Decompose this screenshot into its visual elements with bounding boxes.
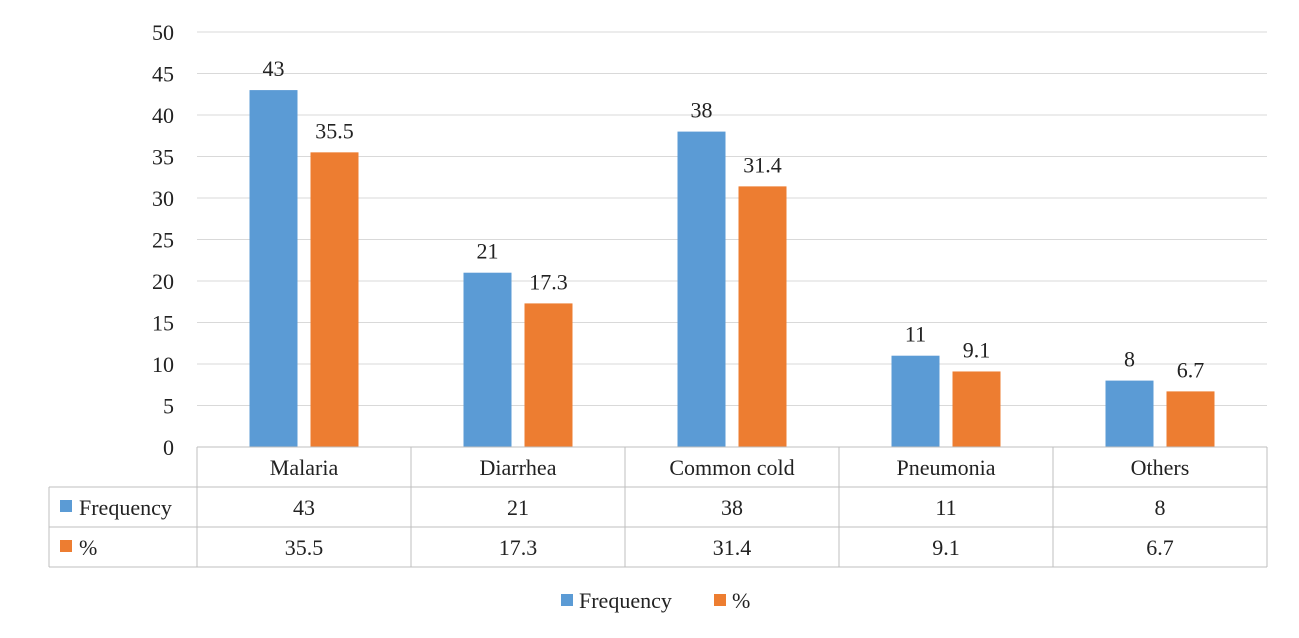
category-label: Malaria — [270, 455, 339, 480]
y-tick-label: 10 — [152, 352, 174, 377]
legend-label: % — [732, 588, 750, 613]
y-tick-label: 0 — [163, 435, 174, 460]
table-cell: 17.3 — [499, 535, 538, 560]
data-label: 17.3 — [529, 269, 568, 294]
bar-frequency — [1105, 380, 1154, 447]
bar-percent — [1166, 391, 1215, 447]
data-label: 6.7 — [1177, 357, 1205, 382]
y-tick-label: 30 — [152, 186, 174, 211]
table-cell: 21 — [507, 495, 529, 520]
table-cell: 35.5 — [285, 535, 324, 560]
bar-frequency — [249, 90, 298, 447]
bar-percent — [952, 371, 1001, 447]
y-tick-label: 20 — [152, 269, 174, 294]
legend: Frequency% — [561, 588, 750, 613]
category-label: Others — [1131, 455, 1190, 480]
bar-frequency — [463, 272, 512, 447]
legend-label: Frequency — [579, 588, 672, 613]
y-tick-label: 25 — [152, 228, 174, 253]
data-label: 43 — [263, 56, 285, 81]
legend-key — [714, 594, 726, 606]
table-legend-key — [60, 500, 72, 512]
table-cell: 11 — [935, 495, 956, 520]
data-label: 8 — [1124, 347, 1135, 372]
category-label: Diarrhea — [480, 455, 557, 480]
data-label: 31.4 — [743, 152, 782, 177]
bar-frequency — [677, 131, 726, 447]
data-labels: 43 21 38 11 8 35.5 17.3 31.4 9.1 6.7 — [263, 56, 1205, 382]
y-tick-label: 40 — [152, 103, 174, 128]
legend-key — [561, 594, 573, 606]
y-tick-label: 50 — [152, 20, 174, 45]
category-label: Common cold — [669, 455, 794, 480]
data-label: 9.1 — [963, 337, 991, 362]
category-label: Pneumonia — [897, 455, 996, 480]
bar-percent — [738, 186, 787, 447]
gridlines — [197, 31, 1267, 448]
table-series-name: Frequency — [79, 495, 172, 520]
table-cell: 6.7 — [1146, 535, 1174, 560]
y-tick-label: 15 — [152, 311, 174, 336]
bars — [249, 90, 1215, 447]
data-label: 38 — [691, 98, 713, 123]
table-cell: 43 — [293, 495, 315, 520]
y-tick-label: 35 — [152, 145, 174, 170]
data-label: 21 — [477, 239, 499, 264]
y-tick-label: 45 — [152, 62, 174, 87]
table-cell: 31.4 — [713, 535, 752, 560]
table-series-name: % — [79, 535, 97, 560]
table-cell: 9.1 — [932, 535, 960, 560]
table-cell: 8 — [1155, 495, 1166, 520]
data-table: Malaria Diarrhea Common cold Pneumonia Other… — [48, 446, 1268, 568]
y-tick-label: 5 — [163, 394, 174, 419]
table-cell: 38 — [721, 495, 743, 520]
data-label: 11 — [905, 322, 926, 347]
bar-percent — [310, 152, 359, 447]
data-label: 35.5 — [315, 118, 354, 143]
table-legend-key — [60, 540, 72, 552]
bar-percent — [524, 303, 573, 447]
bar-frequency — [891, 355, 940, 447]
y-axis-ticks: 0 5 10 15 20 25 30 35 40 45 50 — [152, 20, 174, 460]
